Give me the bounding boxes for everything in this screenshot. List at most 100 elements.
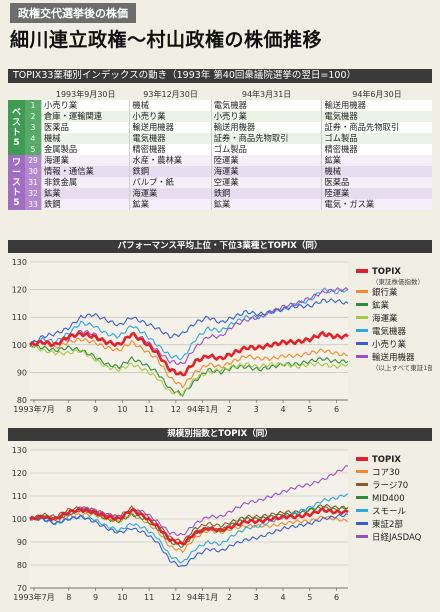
table-row: 33 鉄鋼 鉱業 鉱業 電気・ガス業 (8, 199, 432, 210)
page-title: 細川連立政権〜村山政権の株価推移 (10, 29, 323, 51)
legend-swatch (356, 522, 368, 525)
series-line (29, 287, 349, 365)
x-tick-label: 6 (334, 593, 339, 602)
chart1-title: パフォーマンス平均上位・下位3業種とTOPIX（同） (8, 240, 432, 253)
legend-label: 小売り業 (372, 339, 407, 350)
legend-label: ラージ70 (372, 481, 408, 491)
x-tick-label: 11 (144, 405, 154, 414)
legend-swatch (356, 342, 368, 345)
x-tick-label: 10 (117, 405, 127, 414)
y-tick-label: 130 (12, 446, 27, 455)
x-tick-label: 3 (254, 405, 259, 414)
table-cell: 機械 (40, 133, 130, 144)
y-tick-label: 90 (17, 538, 27, 547)
table-cell: 機械 (129, 100, 212, 111)
table-cell: 水産・農林業 (129, 155, 212, 166)
rank-number: 5 (25, 144, 42, 155)
table-cell: 海運業 (40, 155, 130, 166)
x-tick-label: 9 (93, 593, 98, 602)
table-cell: 精密機器 (321, 144, 432, 155)
legend-swatch (356, 269, 368, 273)
table-cell: 機械 (321, 166, 432, 177)
table-cell: 輸送用機器 (321, 100, 432, 111)
y-tick-label: 110 (12, 492, 27, 501)
legend-label: 電気機器 (372, 326, 407, 337)
legend-swatch (356, 457, 368, 461)
table-cell: 非鉄金属 (40, 177, 130, 188)
table-cell: 情報・通信業 (40, 166, 130, 177)
ranking-table: 1993年9月30日 93年12月30日 94年3月31日 94年6月30日 ベ… (8, 88, 432, 210)
table-cell: 電気・ガス業 (321, 199, 432, 210)
ranking-header-row: 1993年9月30日 93年12月30日 94年3月31日 94年6月30日 (8, 88, 432, 100)
table-cell: 証券・商品先物取引 (321, 122, 432, 133)
table-row: 30 情報・通信業 鉄鋼 海運業 機械 (8, 166, 432, 177)
table-cell: 鉱業 (321, 155, 432, 166)
y-tick-label: 80 (17, 396, 27, 405)
table-row: 3 医薬品 輸送用機器 輸送用機器 証券・商品先物取引 (8, 122, 432, 133)
table-row: 31 非鉄金属 パルプ・紙 空運業 医薬品 (8, 177, 432, 188)
kicker-label: 政権交代選挙後の株価 (10, 3, 136, 23)
chart2-svg: 70 80 90 100 110 120 130 1993年7月 8 9 10 11 12 94年1月 2 3… (12, 446, 422, 602)
y-tick-label: 100 (12, 515, 27, 524)
series-line (29, 337, 349, 389)
y-tick-label: 70 (17, 584, 27, 593)
table-cell: 陸運業 (210, 155, 322, 166)
x-tick-label: 8 (66, 405, 71, 414)
series-line (29, 493, 349, 564)
legend-label: MID400 (372, 494, 405, 504)
table-cell: 鉱業 (210, 199, 322, 210)
series-line (29, 512, 349, 553)
legend-swatch (356, 303, 368, 306)
plot-area (30, 262, 348, 400)
ranking-corner (8, 88, 42, 100)
table-cell: パルプ・紙 (129, 177, 212, 188)
x-tick-label: 11 (144, 593, 154, 602)
x-tick-label: 1993年7月 (13, 592, 54, 602)
table-cell: 鉱業 (40, 188, 130, 199)
rank-number: 1 (25, 100, 42, 111)
series-line (29, 344, 349, 397)
table-row: 5 金属製品 精密機器 ゴム製品 精密機器 (8, 144, 432, 155)
table-cell: 海運業 (129, 188, 212, 199)
table-cell: 空運業 (210, 177, 322, 188)
table-cell: 小売り業 (129, 111, 212, 122)
x-tick-label: 2 (227, 405, 232, 414)
table-cell: ゴム製品 (210, 144, 322, 155)
ranking-header-text: TOPIX33業種別インデックスの動き（1993年 第40回衆議院選挙の翌日=1… (13, 70, 357, 81)
legend-label: 東証2部 (372, 519, 403, 530)
series-line (29, 465, 349, 536)
chart2-container: 70 80 90 100 110 120 130 1993年7月 8 9 10 11 12 94年1月 2 3… (8, 442, 432, 608)
series-line (29, 330, 349, 377)
x-tick-label: 12 (171, 593, 181, 602)
x-tick-label: 94年1月 (187, 592, 218, 602)
ranking-header: TOPIX33業種別インデックスの動き（1993年 第40回衆議院選挙の翌日=1… (8, 69, 432, 83)
chart1-container: 80 90 100 110 120 130 1993年7月 8 9 10 11 12 94年1月 2 3 4 5… (8, 254, 440, 420)
x-tick-label: 10 (117, 593, 127, 602)
legend-swatch (356, 535, 368, 538)
x-tick-label: 94年1月 (187, 404, 218, 414)
rank-number: 33 (25, 199, 42, 210)
legend-label: 鉱業 (372, 300, 390, 311)
x-tick-label: 4 (280, 593, 285, 602)
legend-swatch (356, 483, 368, 486)
legend-swatch (356, 509, 368, 512)
table-cell: 鉄鋼 (210, 188, 322, 199)
legend-swatch (356, 290, 368, 293)
table-cell: 小売り業 (210, 111, 322, 122)
legend-label: スモール (372, 507, 407, 517)
y-tick-label: 120 (12, 286, 27, 295)
series-line (29, 513, 349, 568)
legend-label: 海運業 (372, 313, 398, 324)
table-cell: 精密機器 (129, 144, 212, 155)
rank-number: 3 (25, 122, 42, 133)
table-cell: 鉄鋼 (129, 166, 212, 177)
table-cell: 鉱業 (129, 199, 212, 210)
table-cell: 海運業 (210, 166, 322, 177)
ranking-column-header: 1993年9月30日 (41, 88, 130, 100)
legend-swatch (356, 316, 368, 319)
x-tick-label: 4 (280, 405, 285, 414)
y-tick-label: 90 (17, 368, 27, 377)
table-cell: 輸送用機器 (210, 122, 322, 133)
x-tick-label: 5 (307, 405, 312, 414)
